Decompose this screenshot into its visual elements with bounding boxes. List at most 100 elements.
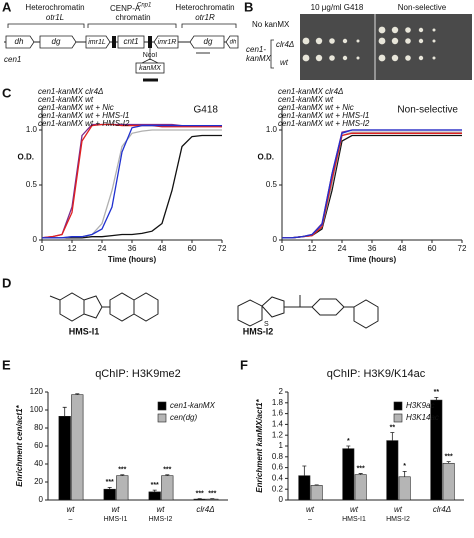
significance: ***: [208, 490, 216, 497]
element-label: cnt1: [123, 37, 138, 46]
x-tick-label: clr4Δ: [196, 505, 214, 514]
row-label: wt: [280, 58, 289, 67]
spot: [391, 26, 399, 34]
spot: [432, 28, 436, 32]
legend-entry: cen1-kanMX wt + Nic: [38, 103, 114, 112]
panel-label: D: [2, 275, 11, 290]
panel-b: B 10 μg/ml G418 Non-selective No kanMX c…: [244, 0, 472, 80]
x-tick-label: wt: [112, 505, 121, 514]
bar: [71, 394, 84, 501]
bracket: [7, 23, 237, 28]
error-bar: [62, 406, 67, 417]
y-tick-label: 2: [279, 387, 284, 396]
legend-entry: cen1-kanMX: [170, 401, 216, 410]
error-bar: [302, 465, 307, 476]
plate-image: [300, 14, 472, 80]
label: otr1L: [46, 13, 64, 22]
bar: [354, 474, 367, 501]
element: [153, 35, 179, 49]
x-tick-label: 36: [368, 244, 377, 253]
y-tick-label: 0.5: [26, 180, 38, 189]
bar: [398, 476, 411, 501]
spot: [418, 27, 424, 33]
error-bar: [358, 473, 363, 475]
line: [41, 123, 222, 239]
spot: [342, 38, 348, 44]
spot: [391, 37, 399, 45]
y-tick-label: 0: [39, 495, 44, 504]
x-tick-sublabel: –: [308, 516, 312, 523]
y-tick-label: 80: [34, 423, 43, 432]
x-tick-label: 48: [398, 244, 407, 253]
significance: ***: [163, 467, 171, 474]
insert-lines: [141, 48, 159, 64]
row-label: clr4Δ: [276, 40, 294, 49]
kanmx-box: [135, 62, 165, 74]
spot: [432, 39, 436, 43]
label: otr1R: [195, 13, 215, 22]
x-tick-label: 24: [98, 244, 107, 253]
significance: *: [347, 438, 350, 445]
significance: ***: [118, 467, 126, 474]
element: [85, 35, 111, 49]
error-bar: [346, 445, 351, 449]
element-label: imr1R: [158, 39, 177, 46]
legend-swatch: [393, 401, 403, 411]
x-tick-label: 36: [128, 244, 137, 253]
label: Cnp1: [137, 3, 151, 9]
legend-entry: H3K14ac: [406, 413, 439, 422]
bar: [103, 488, 116, 501]
y-tick-label: 20: [34, 477, 43, 486]
bar: [310, 485, 323, 501]
significance: ***: [196, 490, 204, 497]
element: [189, 35, 225, 49]
spot: [405, 38, 411, 44]
bar: [58, 415, 71, 501]
spot: [329, 38, 335, 44]
bar: [442, 462, 455, 501]
label: chromatin: [115, 13, 150, 22]
bar: [193, 498, 206, 501]
y-tick-label: 0: [33, 235, 38, 244]
panel-a: A Heterochromatin otr1L CENP-A Cnp1 chro…: [2, 0, 239, 82]
legend-entry: cen1-kanMX wt + Nic: [278, 103, 354, 112]
compound-label: HMS-I1: [69, 326, 100, 336]
spot: [405, 55, 411, 61]
block: [148, 36, 152, 48]
spot: [418, 55, 424, 61]
error-bar: [165, 474, 170, 476]
y-tick-label: 1.4: [272, 420, 284, 429]
x-tick-label: wt: [67, 505, 76, 514]
x-tick-sublabel: HMS-I2: [386, 516, 410, 523]
line: [41, 123, 223, 239]
y-tick-label: 1.6: [272, 409, 284, 418]
bar: [342, 448, 355, 501]
y-tick-label: 0.4: [272, 474, 284, 483]
x-tick-sublabel: –: [69, 516, 73, 523]
x-tick-label: 60: [428, 244, 437, 253]
bar: [116, 475, 129, 501]
y-tick-label: 100: [30, 405, 44, 414]
y-axis-label: Enrichment kanMX/act1*: [255, 398, 264, 492]
spot: [315, 37, 323, 45]
panel-label: A: [2, 0, 12, 14]
line: [42, 129, 222, 239]
error-bar: [314, 484, 319, 486]
y-tick-label: 0.5: [266, 180, 278, 189]
atom: S: [264, 321, 269, 328]
legend-entry: cen1-kanMX wt + HMS-I2: [38, 119, 130, 128]
x-tick-label: clr4Δ: [433, 505, 451, 514]
line: [282, 129, 462, 239]
error-bar: [446, 461, 451, 464]
x-tick-label: wt: [394, 505, 403, 514]
x-axis-label: Time (hours): [108, 255, 157, 264]
x-tick-label: 72: [218, 244, 227, 253]
y-tick-label: 0.6: [272, 463, 284, 472]
legend-entry: cen(dg): [170, 413, 197, 422]
x-tick-label: wt: [306, 505, 315, 514]
element-label: imr1L: [88, 39, 106, 46]
line: [42, 134, 222, 239]
spot: [378, 54, 386, 62]
x-tick-label: 0: [280, 244, 285, 253]
